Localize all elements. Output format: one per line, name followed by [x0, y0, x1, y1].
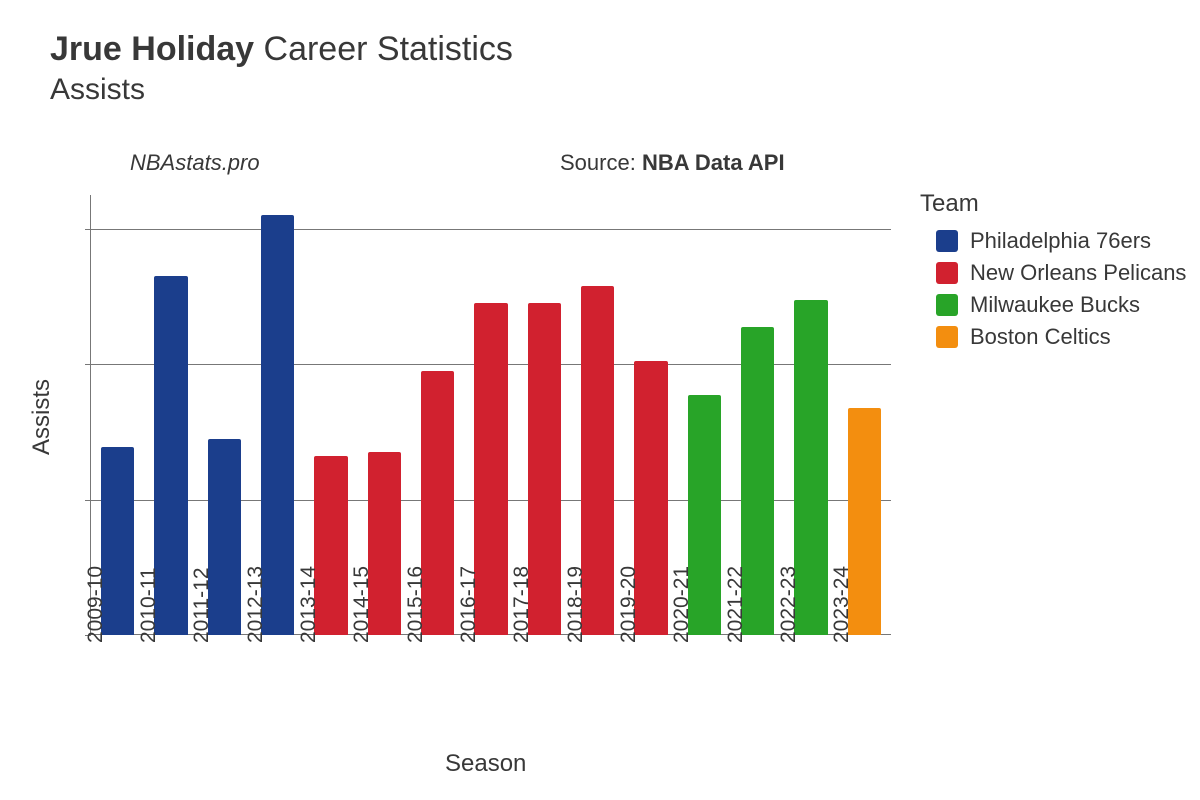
player-name: Jrue Holiday	[50, 30, 254, 68]
gridline	[91, 229, 891, 230]
x-tick-label: 2022-23	[777, 566, 801, 643]
x-tick-label: 2016-17	[457, 566, 481, 643]
x-tick-label: 2017-18	[510, 566, 534, 643]
credit-left-text: NBAstats.pro	[130, 150, 260, 175]
x-tick-label: 2014-15	[350, 566, 374, 643]
x-tick-label: 2011-12	[190, 567, 214, 643]
legend-item: Philadelphia 76ers	[936, 228, 1186, 254]
x-tick-label: 2012-13	[244, 566, 268, 643]
x-tick-label: 2021-22	[724, 566, 748, 643]
x-axis-label: Season	[445, 750, 526, 778]
credit-right-prefix: Source:	[560, 150, 642, 175]
legend-label: Milwaukee Bucks	[970, 292, 1140, 318]
legend-swatch	[936, 294, 958, 316]
legend-label: Philadelphia 76ers	[970, 228, 1151, 254]
x-tick-label: 2009-10	[84, 566, 108, 643]
legend-item: New Orleans Pelicans	[936, 260, 1186, 286]
y-tick	[85, 229, 91, 230]
y-tick-label: 0	[0, 623, 78, 646]
x-tick-label: 2015-16	[404, 566, 428, 643]
title-line-2: Assists	[50, 73, 513, 107]
credit-left: NBAstats.pro	[130, 150, 260, 176]
legend-item: Milwaukee Bucks	[936, 292, 1186, 318]
plot-area: 2009-102010-112011-122012-132013-142014-…	[90, 195, 891, 635]
credit-right: Source: NBA Data API	[560, 150, 785, 176]
y-axis-label: Assists	[28, 379, 56, 455]
y-tick	[85, 364, 91, 365]
y-tick-label: 600	[0, 217, 78, 240]
legend: Team Philadelphia 76ers New Orleans Pelic…	[920, 190, 1186, 356]
x-tick-label: 2013-14	[297, 566, 321, 643]
y-tick-label: 200	[0, 488, 78, 511]
y-tick-label: 400	[0, 352, 78, 375]
x-tick-label: 2018-19	[564, 566, 588, 643]
x-tick-label: 2020-21	[670, 566, 694, 643]
legend-title: Team	[920, 190, 1186, 218]
credit-right-source: NBA Data API	[642, 150, 785, 175]
title-rest: Career Statistics	[254, 30, 513, 68]
chart-page: Jrue Holiday Career Statistics Assists N…	[0, 0, 1200, 800]
legend-swatch	[936, 230, 958, 252]
title-line-1: Jrue Holiday Career Statistics	[50, 30, 513, 69]
x-tick-label: 2023-24	[830, 566, 854, 643]
x-tick-label: 2010-11	[137, 567, 161, 643]
legend-label: Boston Celtics	[970, 324, 1111, 350]
legend-swatch	[936, 326, 958, 348]
title-block: Jrue Holiday Career Statistics Assists	[50, 30, 513, 107]
legend-swatch	[936, 262, 958, 284]
legend-item: Boston Celtics	[936, 324, 1186, 350]
y-tick	[85, 500, 91, 501]
x-tick-label: 2019-20	[617, 566, 641, 643]
legend-label: New Orleans Pelicans	[970, 260, 1186, 286]
